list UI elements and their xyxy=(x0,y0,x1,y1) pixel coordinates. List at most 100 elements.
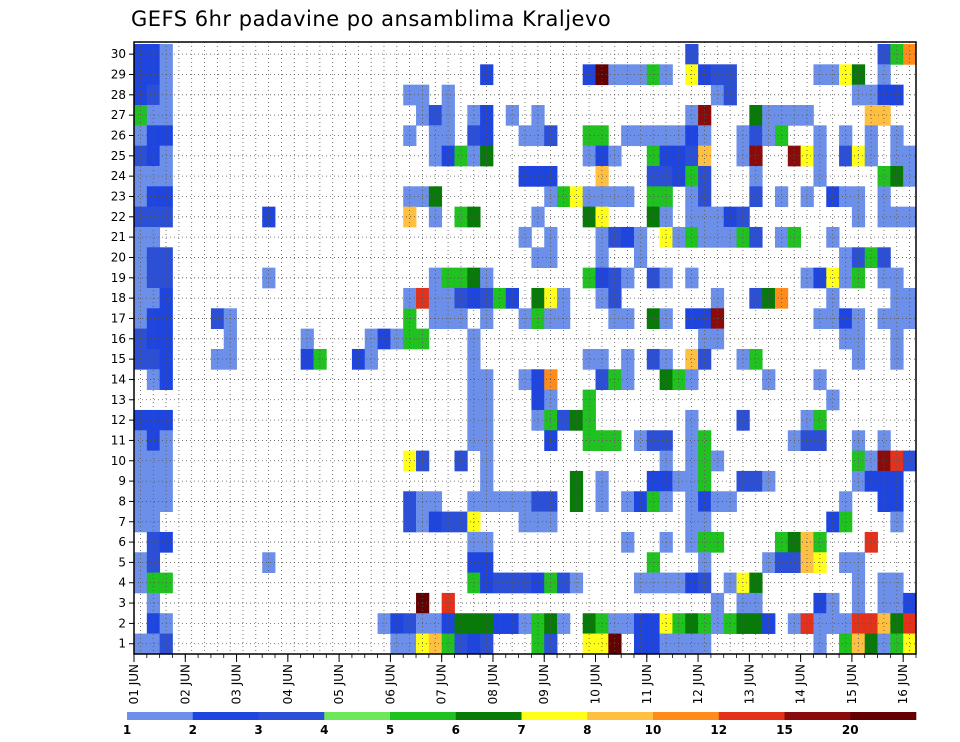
heatmap-cell xyxy=(146,165,161,187)
heatmap-cell xyxy=(403,450,417,472)
colorbar-swatch xyxy=(718,712,785,720)
heatmap-cell xyxy=(672,369,686,391)
heatmap-cell xyxy=(134,348,148,370)
heatmap-cell xyxy=(864,613,878,634)
heatmap-cell xyxy=(800,267,814,289)
heatmap-cell xyxy=(441,633,455,655)
heatmap-cell xyxy=(146,369,161,391)
heatmap-cell xyxy=(890,165,904,187)
colorbar-swatch xyxy=(258,712,325,720)
heatmap-cell xyxy=(454,613,468,634)
heatmap-cell xyxy=(710,450,725,472)
heatmap-cell xyxy=(569,470,584,492)
y-tick-label: 4 xyxy=(118,576,126,590)
heatmap-cell xyxy=(890,348,904,370)
heatmap-cell xyxy=(826,186,840,208)
heatmap-cell xyxy=(672,470,686,492)
heatmap-cell xyxy=(146,84,161,106)
heatmap-cell xyxy=(467,206,481,228)
heatmap-cell xyxy=(710,592,725,614)
heatmap-cell xyxy=(146,206,161,228)
heatmap-cell xyxy=(441,613,455,634)
x-tick-label: 08 JUN xyxy=(486,664,500,704)
heatmap-cell xyxy=(390,613,404,634)
heatmap-cell xyxy=(685,409,699,431)
colorbar-label: 7 xyxy=(517,723,525,737)
heatmap-cell xyxy=(749,592,763,614)
heatmap-cell xyxy=(877,633,891,655)
heatmap-cell xyxy=(813,145,827,167)
heatmap-cell xyxy=(839,186,853,208)
y-tick-label: 17 xyxy=(111,311,126,325)
colorbar-label: 1 xyxy=(123,723,131,737)
heatmap-cell xyxy=(698,145,712,167)
heatmap-cell xyxy=(582,267,596,289)
heatmap-cell xyxy=(877,247,891,269)
heatmap-cell xyxy=(146,613,161,634)
heatmap-cell xyxy=(441,511,455,533)
heatmap-cell xyxy=(621,369,635,391)
y-tick-label: 16 xyxy=(111,332,126,346)
y-tick-label: 18 xyxy=(111,291,126,305)
heatmap-cell xyxy=(582,186,596,208)
heatmap-cell xyxy=(903,592,917,614)
heatmap-cell xyxy=(646,491,661,512)
x-axis: 01 JUN 02 JUN 03 JUN 04 JUN 05 JUN 06 JUN 07 J… xyxy=(127,654,917,704)
heatmap-cell xyxy=(800,409,814,431)
y-tick-label: 10 xyxy=(111,454,126,468)
heatmap-cell xyxy=(441,592,455,614)
heatmap-cell xyxy=(839,125,853,147)
heatmap-cell xyxy=(877,84,891,106)
x-tick-label: 09 JUN xyxy=(537,664,551,704)
heatmap-cell xyxy=(800,186,814,208)
heatmap-cell xyxy=(685,145,699,167)
y-tick-label: 22 xyxy=(111,210,126,224)
y-tick-label: 2 xyxy=(118,616,126,630)
heatmap-cell xyxy=(672,226,686,248)
heatmap-cell xyxy=(736,226,750,248)
heatmap-cell xyxy=(467,348,481,370)
heatmap-cell xyxy=(672,633,686,655)
heatmap-cell xyxy=(813,592,827,614)
heatmap-cell xyxy=(749,165,763,187)
heatmap-cell xyxy=(826,511,840,533)
heatmap-cell xyxy=(646,125,661,147)
heatmap-cell xyxy=(467,369,481,391)
heatmap-cell xyxy=(698,226,712,248)
heatmap-cell xyxy=(134,267,148,289)
heatmap-cell xyxy=(685,165,699,187)
heatmap-cell xyxy=(441,145,455,167)
heatmap-cell xyxy=(685,491,699,512)
heatmap-cell xyxy=(146,491,161,512)
y-tick-label: 25 xyxy=(111,149,126,163)
heatmap-cell xyxy=(518,125,532,147)
heatmap-cell xyxy=(698,430,712,451)
heatmap-cell xyxy=(826,267,840,289)
heatmap-cell xyxy=(685,206,699,228)
y-axis: 1234567891011121314151617181920212223242… xyxy=(111,47,134,651)
heatmap-cell xyxy=(672,145,686,167)
heatmap-cell xyxy=(646,613,661,634)
heatmap-cell xyxy=(454,145,468,167)
heatmap-cell xyxy=(146,348,161,370)
heatmap-cell xyxy=(134,104,148,126)
heatmap-cell xyxy=(826,613,840,634)
heatmap-cell xyxy=(428,613,443,634)
heatmap-cell xyxy=(685,125,699,147)
heatmap-cell xyxy=(749,125,763,147)
heatmap-cell xyxy=(582,389,596,411)
heatmap-cell xyxy=(210,348,225,370)
heatmap-cell xyxy=(582,125,596,147)
colorbar-label: 4 xyxy=(320,723,328,737)
colorbar-swatch xyxy=(850,712,917,720)
heatmap-cell xyxy=(134,165,148,187)
heatmap-cell xyxy=(557,186,571,208)
heatmap-cell xyxy=(864,104,878,126)
colorbar-label: 12 xyxy=(710,723,727,737)
y-tick-label: 15 xyxy=(111,352,126,366)
colorbar-label: 6 xyxy=(452,723,460,737)
heatmap-cell xyxy=(633,430,648,451)
heatmap-cell xyxy=(877,206,891,228)
heatmap-cell xyxy=(134,511,148,533)
heatmap-cell xyxy=(877,470,891,492)
